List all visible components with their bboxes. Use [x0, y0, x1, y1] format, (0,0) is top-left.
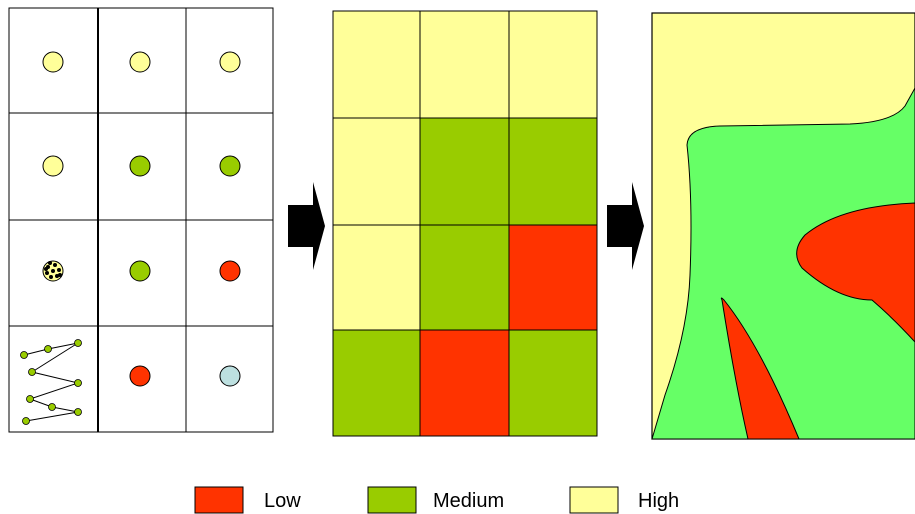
- legend-swatch-high: [569, 486, 619, 514]
- sample-point-high: [42, 155, 64, 177]
- legend-label-low: Low: [264, 490, 301, 512]
- legend-swatch-low: [194, 486, 244, 514]
- legend-label-high: High: [638, 490, 679, 512]
- right-arrow-icon: [288, 182, 325, 270]
- sample-point-high: [42, 51, 64, 73]
- sample-point-medium: [219, 155, 241, 177]
- right-arrow-icon: [607, 182, 644, 270]
- interpolated-surface-panel: [651, 12, 915, 440]
- legend: Low Medium High: [194, 486, 679, 514]
- grid-cell-medium: [332, 329, 421, 437]
- grid-cell-medium: [419, 224, 510, 331]
- speckled-point-icon: [42, 260, 64, 282]
- grid-cell-medium: [419, 117, 510, 226]
- grid-cell-low: [508, 224, 598, 331]
- grid-cell-medium: [508, 117, 598, 226]
- classified-grid-panel: [332, 10, 598, 437]
- grid-cell-high: [332, 224, 421, 331]
- zigzag-transect-icon: [20, 339, 82, 425]
- legend-label-medium: Medium: [433, 490, 504, 512]
- grid-cell-high: [419, 10, 510, 119]
- low-zone-spike: [720, 297, 800, 440]
- sample-point-high: [219, 51, 241, 73]
- legend-swatch-medium: [367, 486, 417, 514]
- grid-cell-low: [419, 329, 510, 437]
- medium-zone: [651, 86, 915, 440]
- grid-cell-high: [332, 117, 421, 226]
- grid-cell-high: [508, 10, 598, 119]
- low-zone-blob: [796, 202, 915, 343]
- sample-point-high: [129, 51, 151, 73]
- sample-point-low: [129, 365, 151, 387]
- sample-point-medium: [129, 155, 151, 177]
- sample-point-sample_other: [219, 365, 241, 387]
- sample-point-medium: [129, 260, 151, 282]
- sample-point-low: [219, 260, 241, 282]
- grid-cell-high: [332, 10, 421, 119]
- sample-points-panel: [8, 7, 274, 433]
- grid-cell-medium: [508, 329, 598, 437]
